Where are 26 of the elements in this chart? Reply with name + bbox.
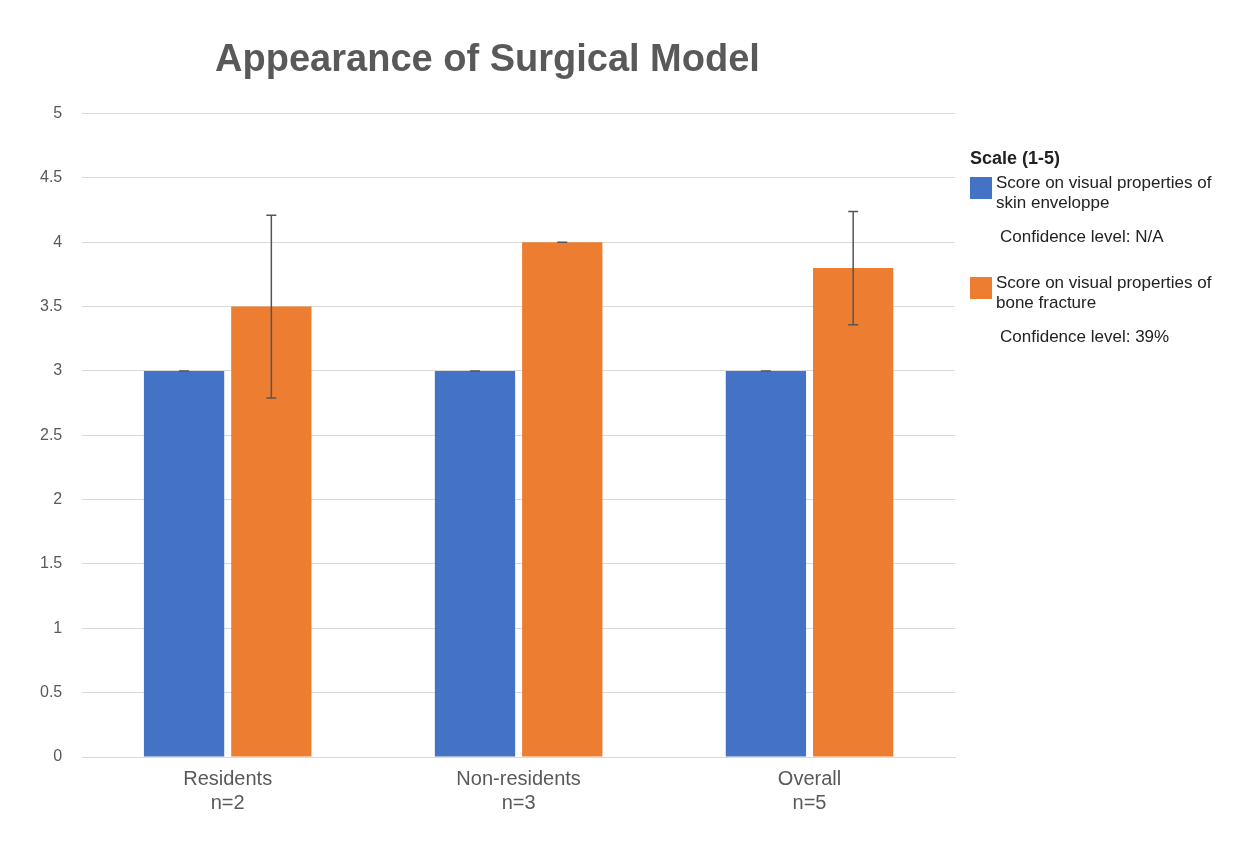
x-tick-label: Overall n=5 xyxy=(777,766,842,813)
text: Confidence level: 39% xyxy=(1000,327,1171,347)
y-tick-label: 0 xyxy=(53,747,63,765)
bar xyxy=(143,370,225,757)
bar xyxy=(813,268,894,757)
bar xyxy=(725,370,807,757)
y-tick-label: 3 xyxy=(53,361,63,379)
y-tick-label: 4 xyxy=(53,232,63,250)
x-tick-label: Non-residents n=3 xyxy=(456,766,581,813)
bar xyxy=(522,242,603,757)
bar xyxy=(231,306,312,757)
x-tick-label: Residents n=2 xyxy=(183,766,273,813)
y-tick-label: 2 xyxy=(53,490,63,508)
legend-label: Score on visual properties of bone fracture xyxy=(996,273,1213,313)
y-tick-label: 4.5 xyxy=(39,168,63,186)
y-tick-label: 1 xyxy=(53,618,63,636)
y-tick-label: 1.5 xyxy=(39,554,63,572)
legend-title: Scale (1-5) xyxy=(970,148,1062,169)
y-tick-label: 0.5 xyxy=(39,683,63,701)
y-tick-label: 2.5 xyxy=(39,425,63,443)
y-tick-label: 5 xyxy=(53,104,63,122)
y-tick-label: 3.5 xyxy=(39,297,63,315)
legend-label: Score on visual properties of skin enveloppe xyxy=(996,173,1213,213)
chart-title: Appearance of Surgical Model xyxy=(215,37,760,80)
text: Confidence level: N/A xyxy=(1000,227,1165,247)
bar xyxy=(434,370,516,757)
